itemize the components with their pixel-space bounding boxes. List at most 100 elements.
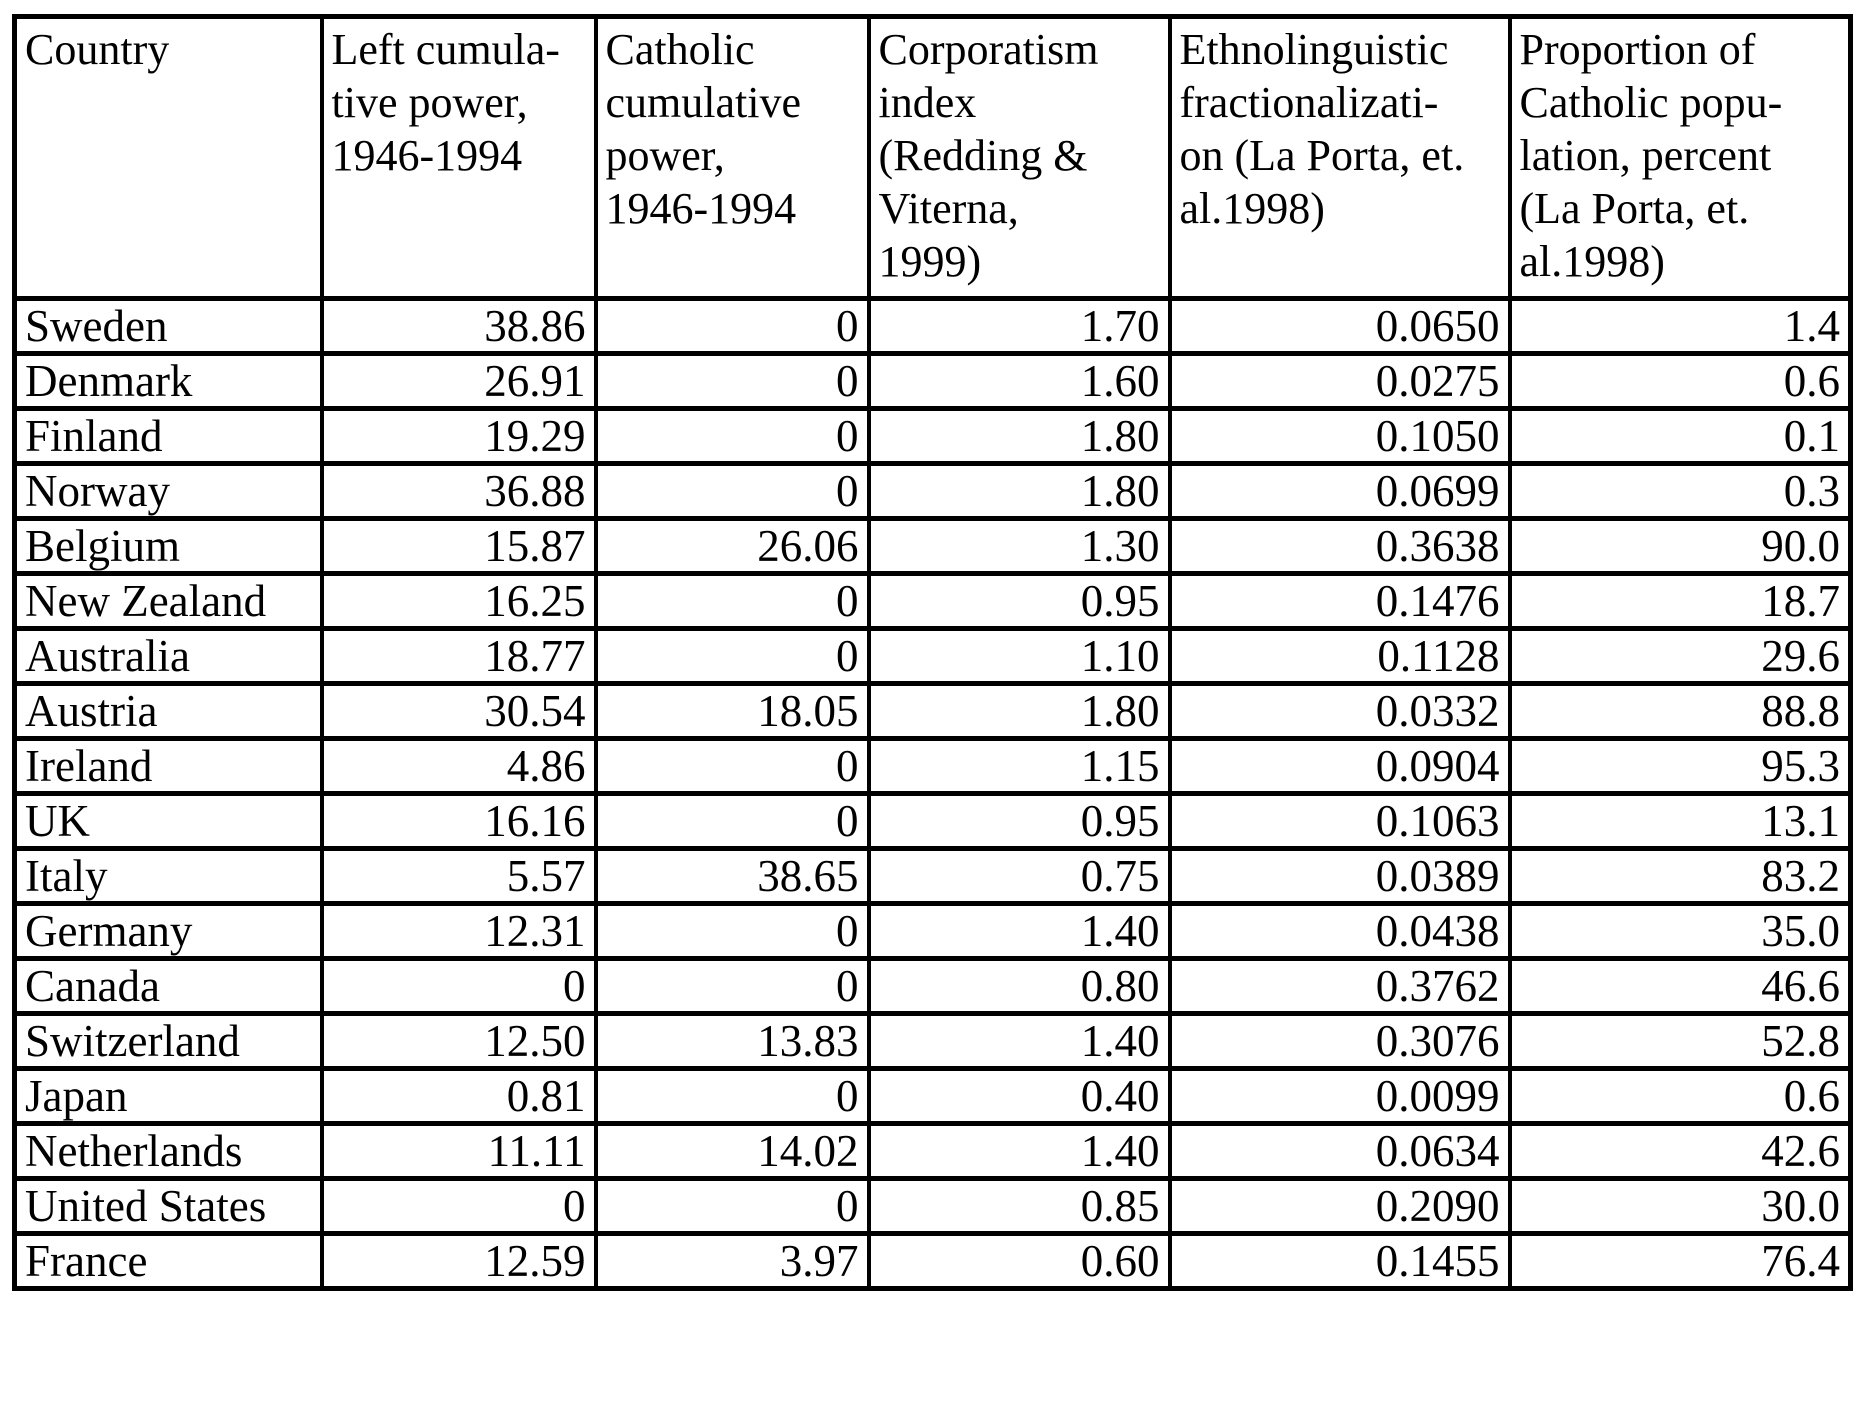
value-cell: 0	[593, 626, 871, 686]
value-cell: 0.1476	[1167, 571, 1512, 631]
value-cell: 0	[593, 956, 871, 1016]
value-cell: 0	[593, 406, 871, 466]
value-cell: 0.95	[866, 571, 1172, 631]
value-cell: 0	[593, 1066, 871, 1126]
value-cell: 29.6	[1507, 626, 1853, 686]
table-row: Switzerland 12.50 13.83 1.40 0.3076 52.8	[12, 1011, 1853, 1071]
column-header-corporatism-index: Corporatism index (Redding & Viterna, 19…	[866, 14, 1172, 301]
country-cell: United States	[12, 1176, 324, 1236]
country-cell: New Zealand	[12, 571, 324, 631]
value-cell: 0	[593, 1176, 871, 1236]
value-cell: 0.3076	[1167, 1011, 1512, 1071]
table-body: Sweden 38.86 0 1.70 0.0650 1.4 Denmark 26.91 0 1.…	[12, 296, 1853, 1291]
value-cell: 5.57	[319, 846, 598, 906]
value-cell: 4.86	[319, 736, 598, 796]
value-cell: 0.95	[866, 791, 1172, 851]
value-cell: 0.6	[1507, 351, 1853, 411]
value-cell: 30.0	[1507, 1176, 1853, 1236]
value-cell: 0.1128	[1167, 626, 1512, 686]
column-header-country: Country	[12, 14, 324, 301]
value-cell: 0	[593, 571, 871, 631]
value-cell: 13.83	[593, 1011, 871, 1071]
table-row: Ireland 4.86 0 1.15 0.0904 95.3	[12, 736, 1853, 796]
header-row: Country Left cumula- tive power, 1946-19…	[12, 14, 1853, 301]
value-cell: 0.0699	[1167, 461, 1512, 521]
country-cell: Australia	[12, 626, 324, 686]
country-cell: Germany	[12, 901, 324, 961]
country-cell: Denmark	[12, 351, 324, 411]
value-cell: 0	[593, 296, 871, 356]
table-row: Canada 0 0 0.80 0.3762 46.6	[12, 956, 1853, 1016]
value-cell: 0.1063	[1167, 791, 1512, 851]
table-row: Germany 12.31 0 1.40 0.0438 35.0	[12, 901, 1853, 961]
column-header-left-power: Left cumula- tive power, 1946-1994	[319, 14, 598, 301]
value-cell: 1.60	[866, 351, 1172, 411]
value-cell: 30.54	[319, 681, 598, 741]
column-header-ethnolinguistic: Ethnolinguistic fractionalizati- on (La …	[1167, 14, 1512, 301]
value-cell: 0.80	[866, 956, 1172, 1016]
value-cell: 0.0438	[1167, 901, 1512, 961]
country-data-table: Country Left cumula- tive power, 1946-19…	[12, 14, 1853, 1291]
value-cell: 1.40	[866, 1121, 1172, 1181]
value-cell: 83.2	[1507, 846, 1853, 906]
value-cell: 0	[593, 461, 871, 521]
value-cell: 0.3638	[1167, 516, 1512, 576]
value-cell: 1.40	[866, 901, 1172, 961]
value-cell: 38.86	[319, 296, 598, 356]
country-cell: Canada	[12, 956, 324, 1016]
country-cell: Finland	[12, 406, 324, 466]
value-cell: 19.29	[319, 406, 598, 466]
table-row: UK 16.16 0 0.95 0.1063 13.1	[12, 791, 1853, 851]
value-cell: 13.1	[1507, 791, 1853, 851]
value-cell: 0	[593, 736, 871, 796]
column-header-catholic-power: Catholic cumulative power, 1946-1994	[593, 14, 871, 301]
value-cell: 0	[319, 956, 598, 1016]
value-cell: 26.06	[593, 516, 871, 576]
value-cell: 52.8	[1507, 1011, 1853, 1071]
country-cell: UK	[12, 791, 324, 851]
value-cell: 1.80	[866, 406, 1172, 466]
value-cell: 0.1050	[1167, 406, 1512, 466]
value-cell: 0.60	[866, 1231, 1172, 1291]
value-cell: 11.11	[319, 1121, 598, 1181]
value-cell: 0.3762	[1167, 956, 1512, 1016]
value-cell: 12.59	[319, 1231, 598, 1291]
country-cell: Austria	[12, 681, 324, 741]
country-cell: France	[12, 1231, 324, 1291]
value-cell: 0.0099	[1167, 1066, 1512, 1126]
value-cell: 18.7	[1507, 571, 1853, 631]
value-cell: 0.0650	[1167, 296, 1512, 356]
table-row: Italy 5.57 38.65 0.75 0.0389 83.2	[12, 846, 1853, 906]
country-cell: Belgium	[12, 516, 324, 576]
value-cell: 95.3	[1507, 736, 1853, 796]
value-cell: 0.6	[1507, 1066, 1853, 1126]
value-cell: 18.77	[319, 626, 598, 686]
value-cell: 0.40	[866, 1066, 1172, 1126]
country-cell: Netherlands	[12, 1121, 324, 1181]
value-cell: 0.3	[1507, 461, 1853, 521]
value-cell: 0.1455	[1167, 1231, 1512, 1291]
value-cell: 88.8	[1507, 681, 1853, 741]
value-cell: 1.10	[866, 626, 1172, 686]
country-cell: Japan	[12, 1066, 324, 1126]
value-cell: 26.91	[319, 351, 598, 411]
table-row: Sweden 38.86 0 1.70 0.0650 1.4	[12, 296, 1853, 356]
value-cell: 36.88	[319, 461, 598, 521]
table-row: Australia 18.77 0 1.10 0.1128 29.6	[12, 626, 1853, 686]
country-cell: Norway	[12, 461, 324, 521]
value-cell: 1.80	[866, 461, 1172, 521]
value-cell: 0.2090	[1167, 1176, 1512, 1236]
value-cell: 1.80	[866, 681, 1172, 741]
value-cell: 0.85	[866, 1176, 1172, 1236]
table-row: Japan 0.81 0 0.40 0.0099 0.6	[12, 1066, 1853, 1126]
value-cell: 42.6	[1507, 1121, 1853, 1181]
table-row: Netherlands 11.11 14.02 1.40 0.0634 42.6	[12, 1121, 1853, 1181]
value-cell: 1.70	[866, 296, 1172, 356]
value-cell: 38.65	[593, 846, 871, 906]
value-cell: 18.05	[593, 681, 871, 741]
table-row: Belgium 15.87 26.06 1.30 0.3638 90.0	[12, 516, 1853, 576]
value-cell: 0.0275	[1167, 351, 1512, 411]
value-cell: 3.97	[593, 1231, 871, 1291]
table-row: Finland 19.29 0 1.80 0.1050 0.1	[12, 406, 1853, 466]
table-row: Denmark 26.91 0 1.60 0.0275 0.6	[12, 351, 1853, 411]
